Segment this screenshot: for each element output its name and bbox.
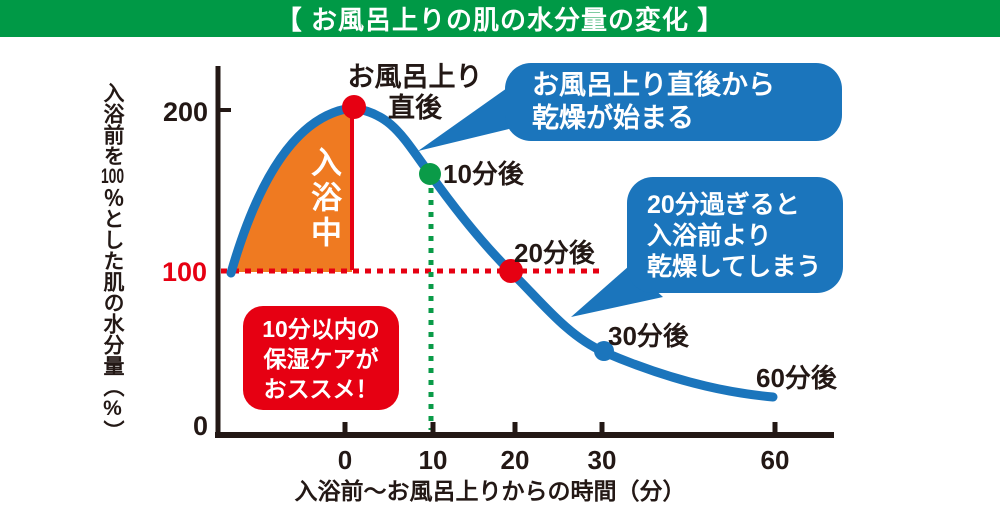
bubble-dry-start: お風呂上り直後から 乾燥が始まる [505,63,842,141]
y-tick-label-0: 0 [192,411,208,441]
ten-min-label: 10分後 [443,159,524,189]
x-tick-label-20: 20 [500,445,530,475]
during-bath-area [233,108,352,272]
twenty-min-label: 20分後 [514,238,595,268]
recommend-box-line1: 10分以内の [262,316,380,342]
page-title: 【 お風呂上りの肌の水分量の変化 】 [275,5,725,35]
ten-min-point-dot [419,163,441,185]
y-axis-title-paren-close: ） [101,420,124,441]
x-tick-label-30: 30 [587,445,617,475]
y-axis-title-paren-open: （ [101,376,124,397]
x-tick-label-60: 60 [760,445,790,475]
twenty-min-point-dot [499,259,523,283]
bubble-over20-line1: 20分過ぎると [647,191,800,219]
recommend-box-line3: おススメ！ [263,376,379,402]
y-tick-label-200: 200 [162,97,208,127]
peak-point-dot [342,95,366,119]
x-tick-label-0: 0 [337,445,353,475]
y-axis-title-percent: % [101,397,124,420]
header-bar: 【 お風呂上りの肌の水分量の変化 】 [0,0,1000,37]
bubble-over20-line2: 入浴前より [647,222,772,250]
thirty-min-label: 30分後 [608,321,689,351]
peak-point-label: お風呂上り 直後 [340,62,490,124]
bubble-dry-start-line1: お風呂上り直後から [532,70,775,100]
bubble-dry-start-line2: 乾燥が始まる [532,103,694,133]
y-axis-title-100: 100 [100,166,125,187]
y-axis-title-pre: 入浴前を [101,82,124,166]
sixty-min-label: 60分後 [756,363,837,393]
x-tick-label-10: 10 [418,445,448,475]
recommend-box-line2: 保湿ケアが [263,346,379,372]
moisture-curve [226,103,778,402]
y-tick-label-100: 100 [161,257,207,287]
recommend-box: 10分以内の 保湿ケアが おススメ！ [243,306,399,410]
x-axis-title: 入浴前〜お風呂上りからの時間（分） [294,478,686,504]
bubble-dry-start-tail [418,81,517,151]
y-axis-title: 入浴前を100％とした肌の水分量（%） [92,82,132,454]
y-axis-title-mid: ％とした肌の水分量 [101,187,124,376]
thirty-min-point-dot [594,341,614,361]
peak-point-label-line1: お風呂上り [347,62,483,92]
peak-point-label-line2: 直後 [388,93,442,123]
bubble-over20: 20分過ぎると 入浴前より 乾燥してしまう [627,177,843,293]
during-bath-area-label: 入浴中 [306,146,341,251]
bubble-over20-line3: 乾燥してしまう [647,253,822,281]
